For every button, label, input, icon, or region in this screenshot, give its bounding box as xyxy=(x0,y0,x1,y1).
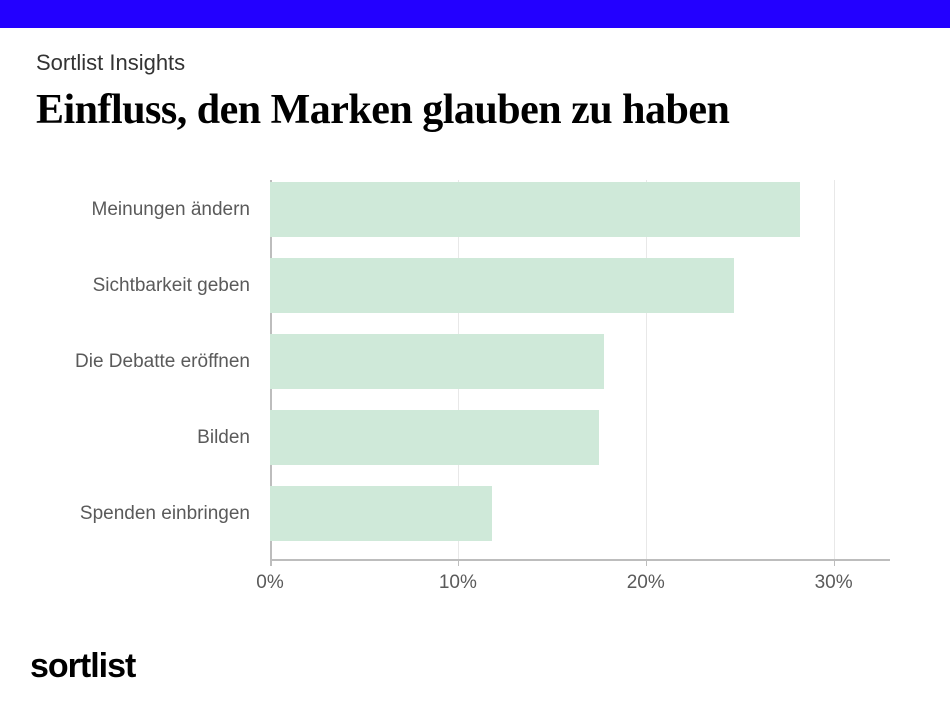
x-tick xyxy=(834,560,836,566)
plot-area xyxy=(270,180,890,560)
x-tick xyxy=(458,560,460,566)
subtitle: Sortlist Insights xyxy=(36,50,914,76)
y-category-label: Die Debatte eröffnen xyxy=(10,351,250,373)
gridline xyxy=(646,180,647,560)
gridline xyxy=(834,180,835,560)
x-tick-label: 0% xyxy=(256,572,283,594)
x-tick xyxy=(270,560,272,566)
bar xyxy=(270,410,599,465)
y-category-label: Meinungen ändern xyxy=(10,199,250,221)
y-category-label: Bilden xyxy=(10,427,250,449)
page-title: Einfluss, den Marken glauben zu haben xyxy=(36,86,914,134)
y-category-label: Sichtbarkeit geben xyxy=(10,275,250,297)
bar xyxy=(270,182,800,237)
x-axis-line xyxy=(270,559,890,561)
bar xyxy=(270,334,604,389)
x-tick xyxy=(646,560,648,566)
x-tick-label: 20% xyxy=(627,572,665,594)
bar-chart: 0%10%20%30%Meinungen ändernSichtbarkeit … xyxy=(270,180,890,600)
accent-top-bar xyxy=(0,0,950,28)
header: Sortlist Insights Einfluss, den Marken g… xyxy=(0,28,950,134)
logo: sortlist xyxy=(30,647,135,686)
bar xyxy=(270,258,734,313)
y-category-label: Spenden einbringen xyxy=(10,503,250,525)
x-tick-label: 30% xyxy=(815,572,853,594)
x-tick-label: 10% xyxy=(439,572,477,594)
bar xyxy=(270,486,492,541)
